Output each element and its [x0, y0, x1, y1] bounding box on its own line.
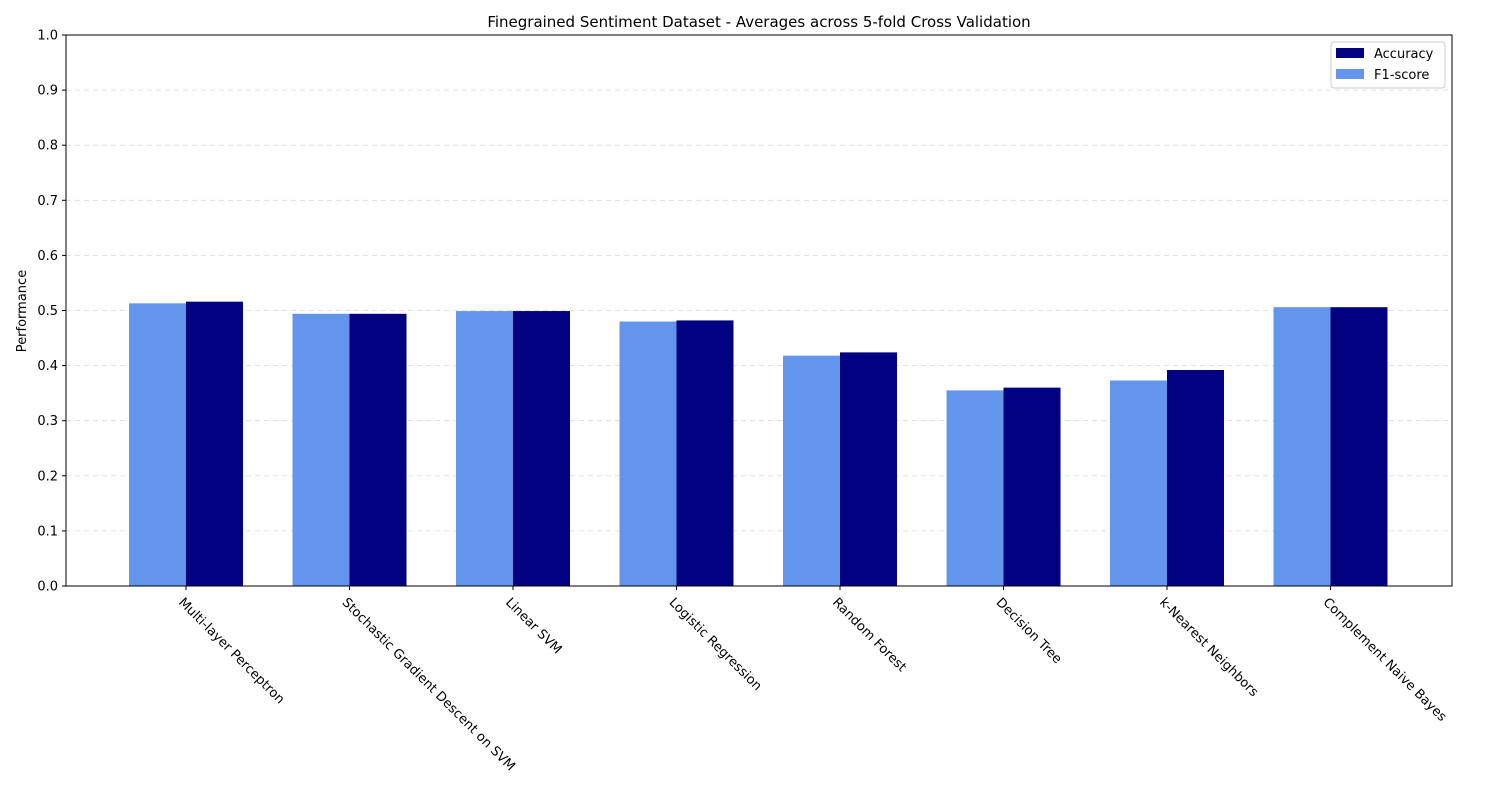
y-tick-label: 0.4 [37, 359, 58, 374]
y-tick-label: 0.2 [37, 469, 58, 484]
bar-f1-score-4 [619, 321, 677, 586]
bar-accuracy-3 [513, 311, 570, 586]
bar-f1-score-8 [1273, 307, 1331, 586]
y-tick-label: 0.3 [37, 414, 58, 429]
bar-accuracy-1 [186, 301, 243, 586]
x-tick-label: Random Forest [829, 595, 909, 675]
bar-accuracy-4 [676, 320, 734, 586]
y-tick-label: 0.7 [37, 194, 58, 209]
y-tick-label: 0.6 [37, 249, 58, 264]
y-axis-label: Performance [15, 270, 30, 352]
y-tick-label: 0.9 [37, 84, 58, 99]
grid-layer [66, 89, 1452, 532]
bar-accuracy-2 [349, 313, 407, 586]
legend-label: F1-score [1374, 68, 1429, 83]
y-tick-label: 0.5 [37, 304, 58, 319]
x-tick-label: Multi-layer Perceptron [175, 595, 287, 707]
bars-layer [129, 301, 1388, 586]
chart-title: Finegrained Sentiment Dataset - Averages… [487, 13, 1030, 31]
y-tick-label: 0.0 [37, 580, 58, 595]
bar-f1-score-5 [783, 355, 840, 586]
y-tick-label: 1.0 [37, 29, 58, 44]
legend-label: Accuracy [1374, 47, 1434, 62]
bar-accuracy-7 [1167, 370, 1224, 586]
x-tick-label: Linear SVM [502, 595, 564, 657]
x-tick-label: k-Nearest Neighbors [1156, 595, 1261, 700]
x-axis: Multi-layer Perceptron Stochastic Gradien… [175, 586, 1449, 774]
legend-swatch-accuracy [1336, 48, 1364, 58]
bar-f1-score-2 [292, 313, 350, 586]
bar-accuracy-5 [840, 352, 897, 586]
x-tick-label: Stochastic Gradient Descent on SVM [339, 595, 518, 774]
x-tick-label: Decision Tree [993, 595, 1065, 667]
y-tick-label: 0.8 [37, 139, 58, 154]
bar-f1-score-7 [1110, 380, 1167, 586]
bar-f1-score-1 [129, 303, 186, 586]
x-tick-label: Logistic Regression [666, 595, 765, 694]
x-tick-label: Complement Naive Bayes [1320, 595, 1450, 725]
y-axis: 0.0 0.1 0.2 0.3 0.4 0.5 0.6 0.7 0.8 0.9 1.0 [37, 29, 66, 595]
bar-accuracy-8 [1330, 307, 1388, 586]
legend-swatch-f1-score [1336, 69, 1364, 79]
bar-accuracy-6 [1003, 387, 1061, 586]
y-tick-label: 0.1 [37, 524, 58, 539]
legend: Accuracy F1-score [1330, 41, 1446, 89]
bar-f1-score-3 [456, 311, 513, 586]
bar-f1-score-6 [946, 390, 1004, 586]
